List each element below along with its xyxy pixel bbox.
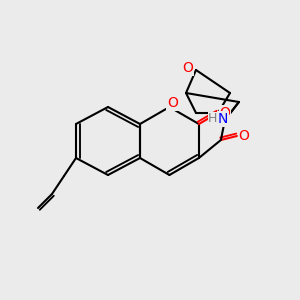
Text: O: O bbox=[183, 61, 194, 75]
Text: H: H bbox=[208, 112, 218, 125]
Text: O: O bbox=[238, 129, 249, 143]
Text: O: O bbox=[167, 96, 178, 110]
Text: O: O bbox=[220, 106, 230, 120]
Text: N: N bbox=[218, 112, 228, 126]
